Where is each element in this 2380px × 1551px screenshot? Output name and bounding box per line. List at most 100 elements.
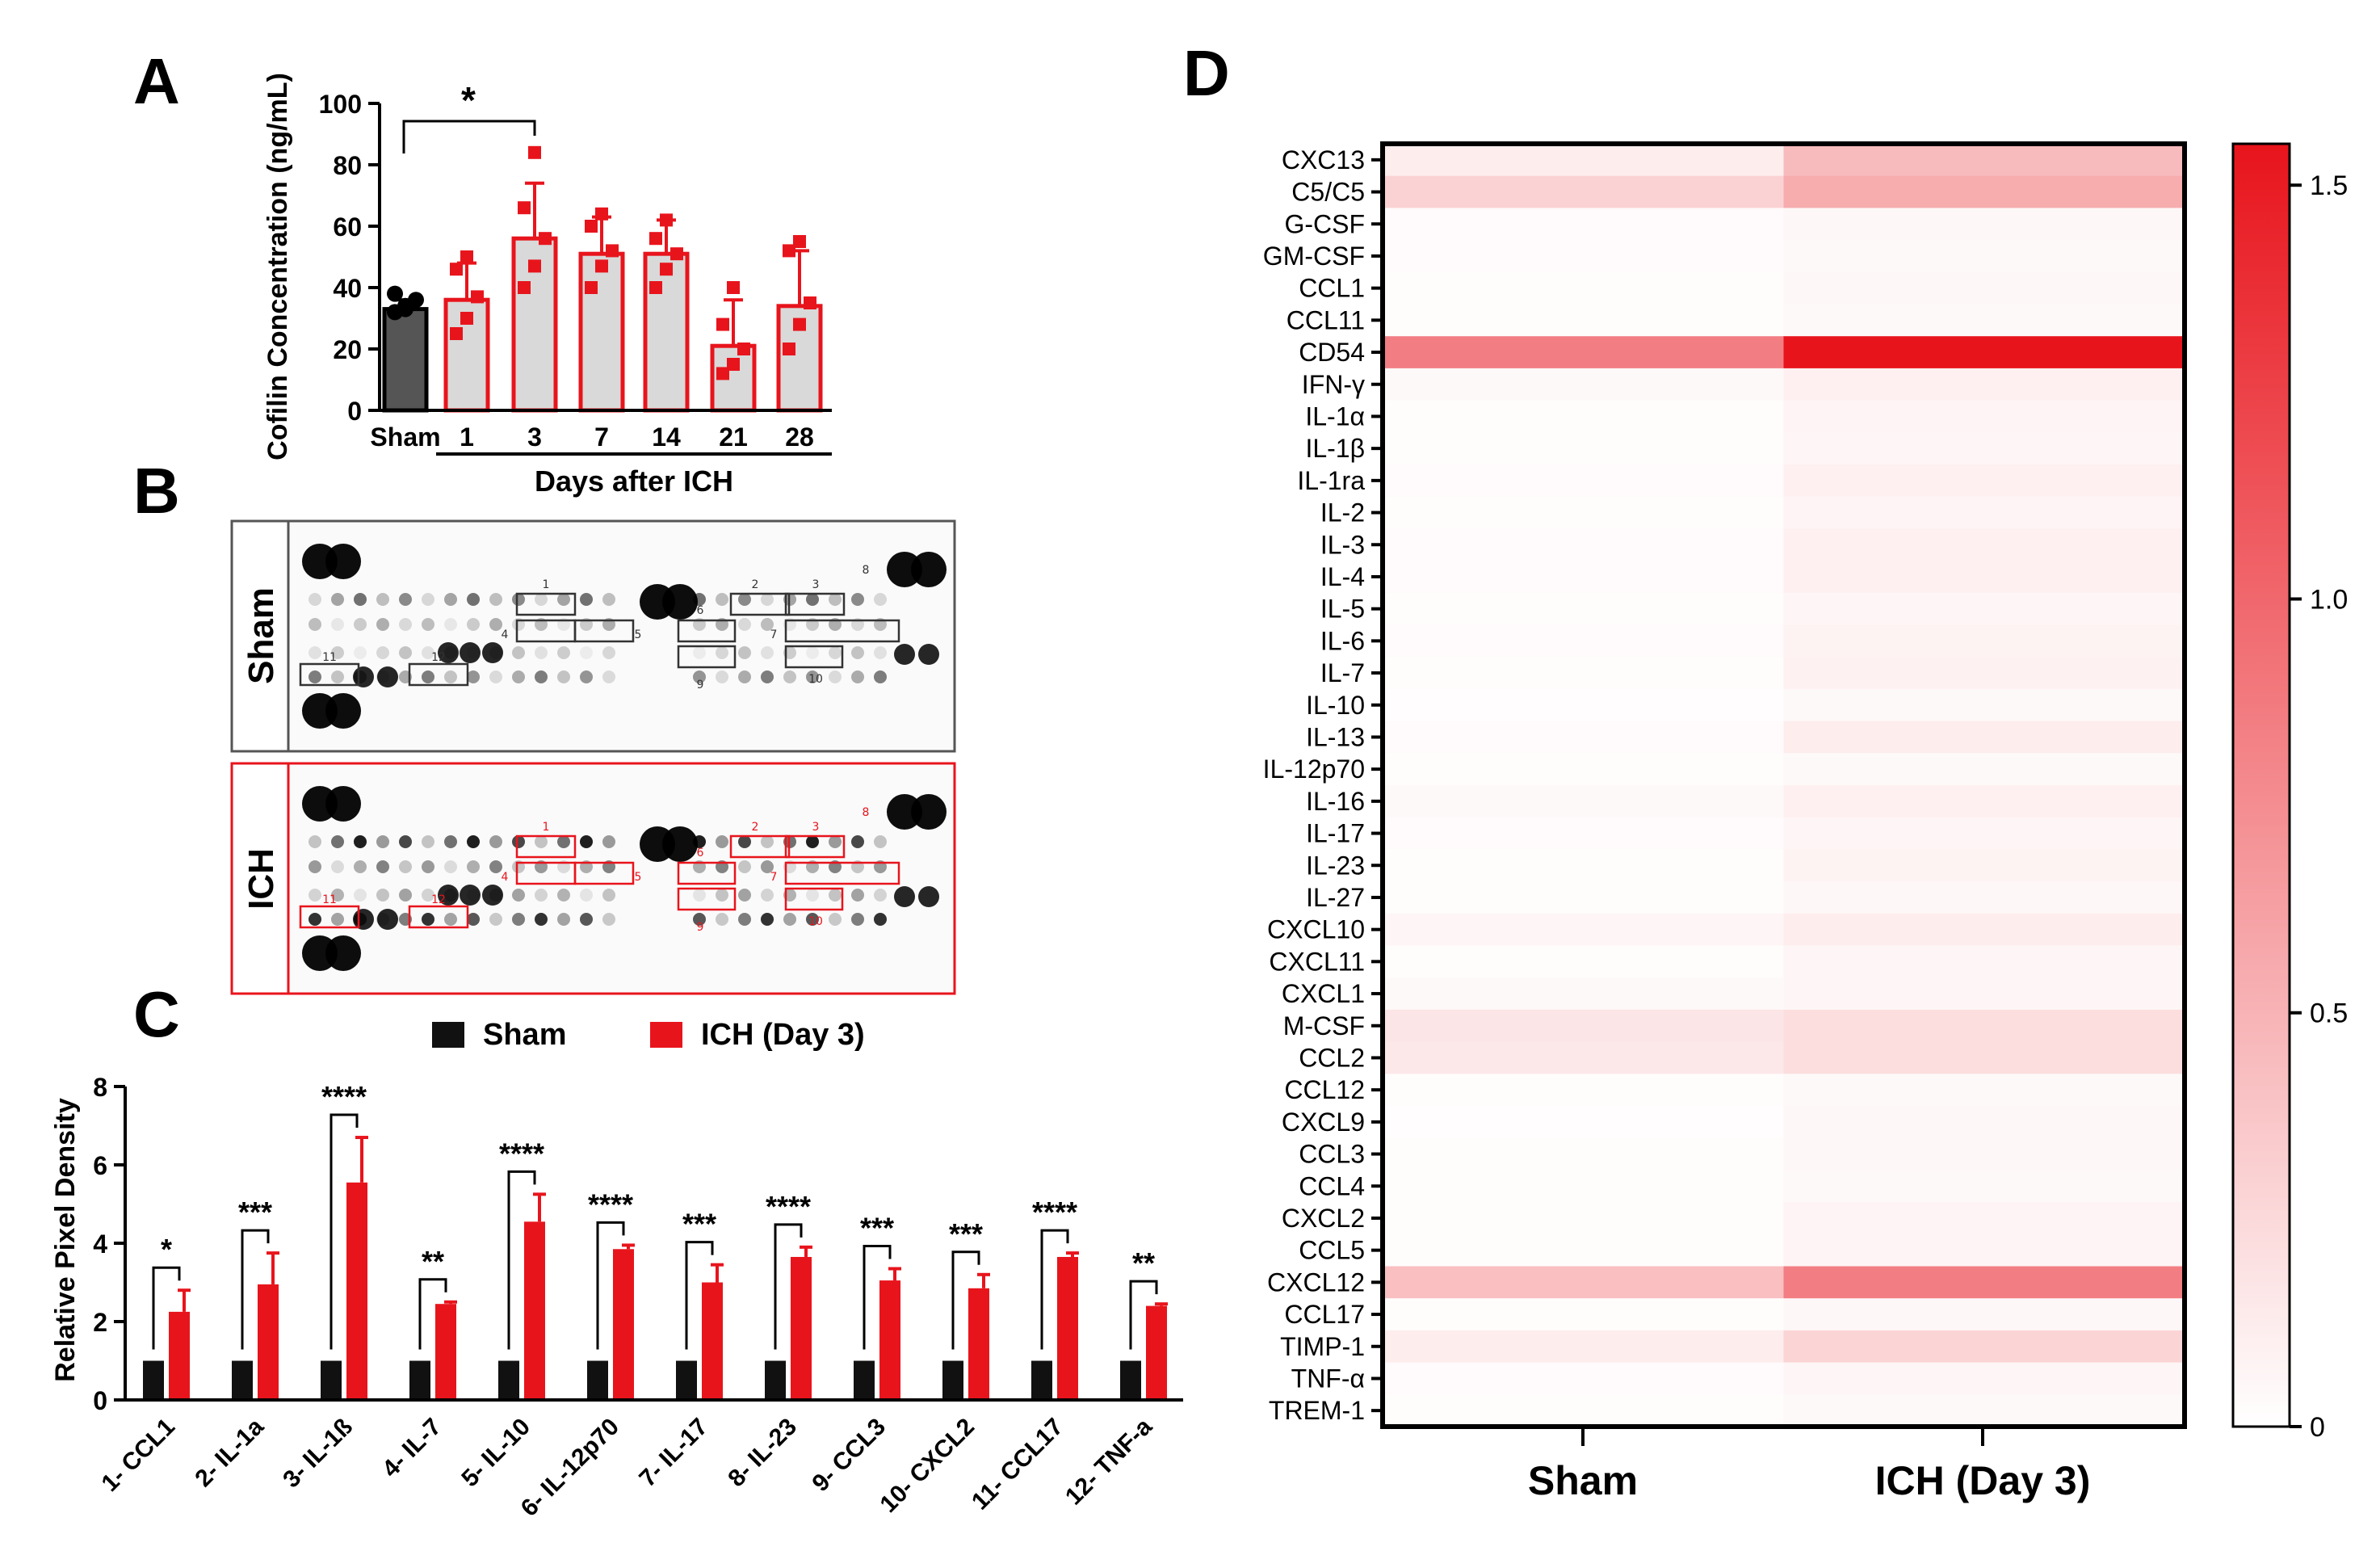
blot-spot (489, 835, 502, 848)
blot-spot (662, 826, 698, 862)
panel-a-category-label: 3 (527, 422, 542, 452)
panel-a-data-point (716, 367, 729, 380)
panel-a-data-point (727, 281, 740, 294)
panel-a-significance-bracket (402, 120, 536, 153)
blot-spot (783, 913, 796, 926)
heatmap-cell (1383, 657, 1784, 690)
heatmap-cell (1783, 1298, 2185, 1331)
panel-a-data-point (783, 343, 795, 355)
blot-spot (738, 913, 751, 926)
blot-spot (738, 860, 751, 873)
panel-a-data-point (471, 290, 484, 304)
blot-spot (444, 670, 457, 683)
panel-a-data-point (450, 327, 463, 340)
blot-spot (512, 593, 525, 606)
heatmap-cell (1383, 144, 1784, 177)
panel-a-data-point (660, 263, 673, 276)
blot-box (573, 619, 635, 643)
panel-c-bar-sham (321, 1360, 342, 1400)
blot-spot (376, 618, 389, 631)
heatmap-cell (1783, 1362, 2185, 1395)
blot-spot (716, 889, 728, 902)
panel-c-y-tick-label: 4 (93, 1229, 107, 1259)
blot-spot (918, 644, 939, 665)
heatmap-cell (1783, 1009, 2185, 1043)
blot-spot (512, 913, 525, 926)
heatmap-cell (1783, 849, 2185, 882)
blot-spot (422, 670, 434, 683)
heatmap-cell (1783, 1041, 2185, 1074)
blot-spot (535, 670, 548, 683)
blot-spot (444, 618, 457, 631)
panel-c-significance-label: **** (766, 1190, 811, 1223)
panel-c-significance-bracket (507, 1170, 536, 1350)
heatmap-cell (1783, 336, 2185, 369)
panel-c-y-tick-label: 2 (93, 1308, 107, 1337)
heatmap-cell (1783, 432, 2185, 465)
heatmap-cell (1783, 271, 2185, 305)
blot-spot (602, 670, 615, 683)
blot-box-label: 4 (502, 871, 509, 884)
blot-spot (331, 913, 344, 926)
blot-spot (693, 593, 706, 606)
heatmap-cell (1383, 785, 1784, 818)
panel-c-significance-bracket (241, 1229, 270, 1350)
heatmap-cell (1783, 1202, 2185, 1235)
blot-spot (894, 886, 915, 907)
blot-spot (377, 666, 398, 687)
blot-spot (444, 860, 457, 873)
panel-c-significance-bracket (330, 1113, 359, 1350)
blot-spot (489, 618, 502, 631)
blot-spot (444, 913, 457, 926)
blot-spot (761, 889, 774, 902)
panel-c-bar-sham (854, 1360, 875, 1400)
heatmap-cell (1783, 1330, 2185, 1364)
blot-box-label: 9 (697, 679, 704, 691)
blot-ich-label: ICH (241, 848, 281, 910)
blot-spot (851, 670, 864, 683)
blot-sham-tab (230, 519, 290, 753)
blot-box-label: 10 (808, 673, 823, 686)
blot-spot (460, 642, 481, 663)
blot-spot (874, 889, 887, 902)
panel-a-bar (382, 307, 429, 413)
blot-spot (309, 618, 321, 631)
heatmap-row-label: CD54 (1299, 338, 1365, 367)
panel-a-data-point (539, 232, 552, 246)
blot-spot (580, 646, 593, 659)
blot-box-label: 12 (431, 893, 446, 906)
blot-spot (331, 670, 344, 683)
panel-a-label: A (133, 45, 180, 117)
panel-a-y-tick-label: 80 (333, 151, 362, 180)
panel-c-bar-sham (765, 1360, 786, 1400)
blot-spot (467, 670, 480, 683)
blot-box-label: 8 (863, 806, 870, 819)
blot-spot (693, 670, 706, 683)
blot-spot (438, 885, 459, 906)
heatmap-cell (1383, 1202, 1784, 1235)
panel-a-data-point (518, 201, 531, 215)
blot-ich-tab (230, 762, 290, 995)
blot-spot (874, 913, 887, 926)
heatmap-cell (1383, 208, 1784, 241)
blot-spot (602, 646, 615, 659)
blot-spot (399, 889, 412, 902)
panel-a-data-point (595, 259, 608, 273)
panel-a-y-tick-label: 20 (333, 335, 362, 364)
heatmap-row-label: CXCL12 (1267, 1267, 1365, 1297)
blot-spot (783, 670, 796, 683)
heatmap-cell (1783, 624, 2185, 658)
blot-spot (829, 913, 842, 926)
heatmap-row-label: IL-2 (1320, 498, 1365, 528)
panel-a-category-label: 21 (719, 422, 748, 452)
heatmap-row-label: CCL3 (1299, 1140, 1365, 1169)
panel-a-data-point (649, 281, 662, 294)
blot-spot (829, 889, 842, 902)
blot-box (408, 662, 469, 687)
panel-c-significance-bracket (863, 1245, 892, 1350)
blot-spot (738, 670, 751, 683)
panel-c-significance-bracket (1040, 1229, 1069, 1350)
blot-spot (761, 618, 774, 631)
heatmap-cell (1383, 721, 1784, 754)
